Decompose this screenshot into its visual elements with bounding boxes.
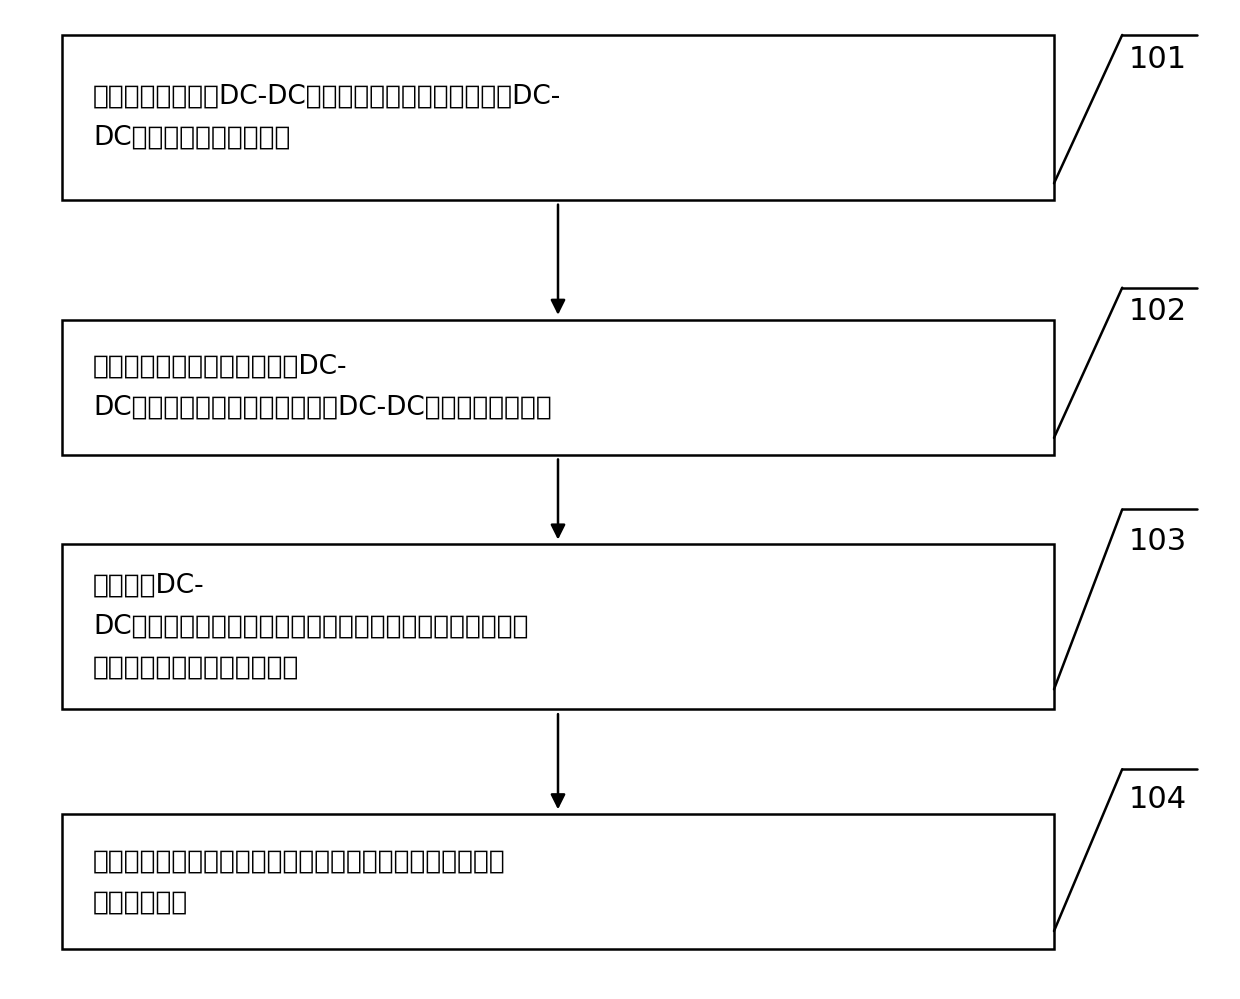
- Text: 通过滑模控制输出量与预置的三角波进行比较，得到变换器: 通过滑模控制输出量与预置的三角波进行比较，得到变换器: [93, 848, 506, 874]
- Text: 根据获取到的双向DC-DC变换器的运行参数，确定双向DC-: 根据获取到的双向DC-DC变换器的运行参数，确定双向DC-: [93, 84, 562, 110]
- Bar: [62, 320, 1054, 455]
- Bar: [62, 814, 1054, 949]
- Text: 103: 103: [1128, 526, 1187, 556]
- Text: 调节驱动信号: 调节驱动信号: [93, 889, 188, 915]
- Bar: [62, 35, 1054, 200]
- Text: 根据双向DC-: 根据双向DC-: [93, 573, 205, 599]
- Text: 通过预置公式，计算得到双向DC-: 通过预置公式，计算得到双向DC-: [93, 354, 347, 380]
- Bar: [62, 544, 1054, 709]
- Text: DC变换器当前的工作状态: DC变换器当前的工作状态: [93, 125, 290, 151]
- Text: 101: 101: [1128, 45, 1187, 75]
- Text: 104: 104: [1128, 784, 1187, 814]
- Text: 模控制，得到滑模控制输出量: 模控制，得到滑模控制输出量: [93, 654, 299, 680]
- Text: 102: 102: [1128, 297, 1187, 327]
- Text: DC变换器的输出反馈电压和双向DC-DC变换器的电感电流: DC变换器的输出反馈电压和双向DC-DC变换器的电感电流: [93, 395, 552, 421]
- Text: DC变换器的输出反馈电压与预置的参考电压的差值，通过滑: DC变换器的输出反馈电压与预置的参考电压的差值，通过滑: [93, 613, 528, 640]
